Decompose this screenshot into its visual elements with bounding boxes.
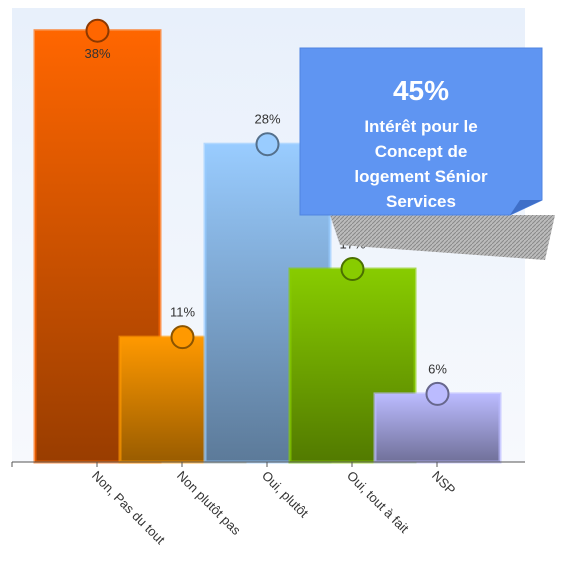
x-tick-label: NSP xyxy=(429,468,459,498)
callout-text: Intérêt pour le xyxy=(364,117,477,136)
x-tick-label: Oui, plutôt xyxy=(259,468,312,521)
bar-marker xyxy=(255,132,280,157)
callout: 45% Intérêt pour le Concept de logement … xyxy=(299,47,555,260)
bar-marker xyxy=(85,18,110,43)
x-tick-label: Non plutôt pas xyxy=(174,468,244,538)
callout-text: Concept de xyxy=(375,142,468,161)
callout-fold xyxy=(510,200,542,215)
value-label: 38% xyxy=(84,46,110,61)
callout-text: logement Sénior xyxy=(354,167,488,186)
callout-shadow xyxy=(330,215,555,260)
value-label: 6% xyxy=(428,361,447,376)
callout-value: 45% xyxy=(393,75,449,106)
x-tick-label: Oui, tout à fait xyxy=(344,468,412,536)
bar-marker xyxy=(170,325,195,350)
bar-marker xyxy=(340,257,365,282)
x-tick-label: Non, Pas du tout xyxy=(89,468,168,547)
bar-marker xyxy=(425,381,450,406)
value-label: 28% xyxy=(254,112,280,127)
value-label: 11% xyxy=(170,305,195,320)
callout-text: Services xyxy=(386,192,456,211)
